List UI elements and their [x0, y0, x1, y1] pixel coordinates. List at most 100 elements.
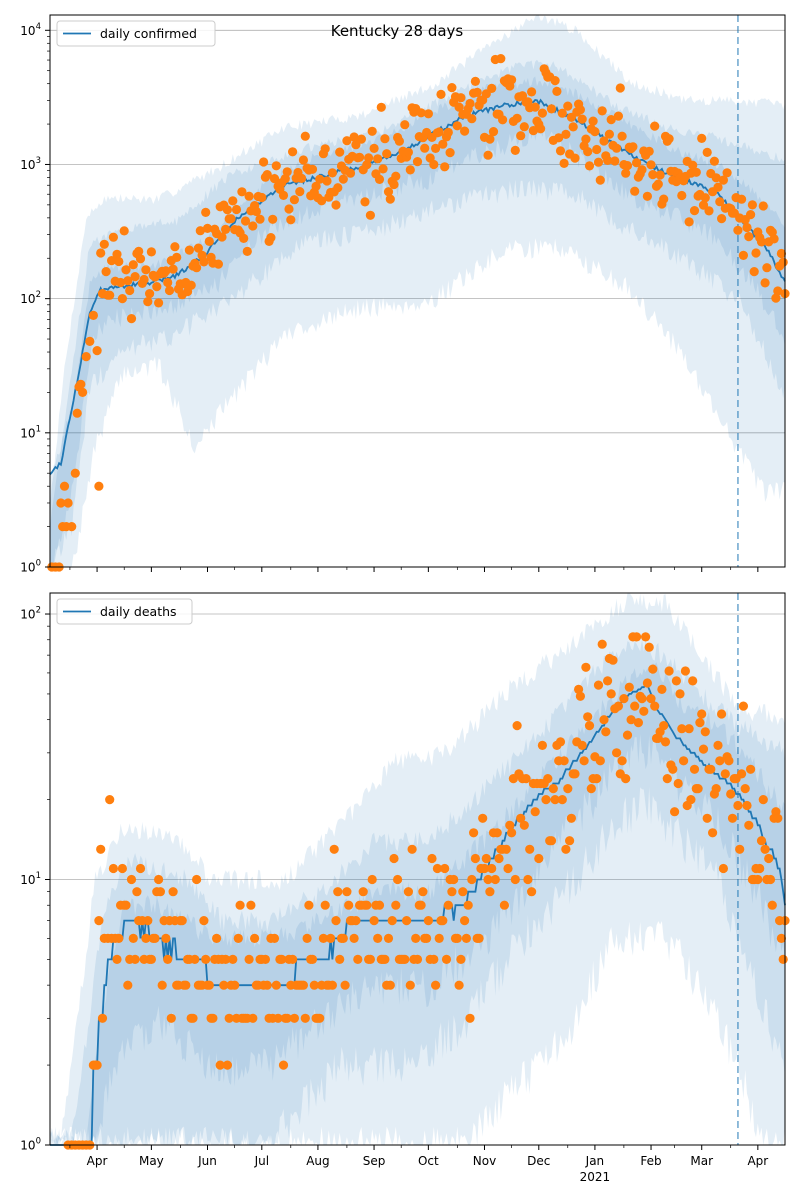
observed-point	[559, 158, 569, 168]
observed-point	[498, 115, 508, 125]
observed-point	[422, 933, 432, 944]
observed-point	[322, 176, 332, 186]
observed-point	[429, 954, 439, 965]
observed-point	[164, 285, 175, 296]
observed-point	[523, 874, 533, 885]
y-tick-label: 102	[20, 290, 41, 306]
deaths-legend: daily deaths	[56, 598, 193, 625]
observed-point	[470, 853, 480, 864]
observed-point	[577, 114, 587, 124]
observed-point	[192, 263, 202, 273]
observed-point	[204, 980, 214, 990]
observed-point	[483, 150, 493, 160]
observed-point	[427, 853, 437, 864]
observed-point	[711, 173, 721, 183]
model-median-line	[49, 98, 786, 476]
observed-point	[271, 980, 281, 990]
observed-point	[536, 124, 546, 134]
observed-point	[438, 139, 448, 149]
observed-point	[193, 243, 203, 253]
observed-point	[510, 145, 520, 155]
observed-point	[483, 874, 493, 885]
observed-point	[345, 168, 356, 178]
observed-point	[367, 874, 377, 885]
observed-point	[56, 498, 66, 508]
observed-point	[311, 181, 321, 191]
observed-point	[163, 277, 173, 288]
observed-point	[219, 980, 229, 990]
observed-point	[603, 155, 613, 165]
observed-point	[776, 933, 787, 944]
observed-point	[112, 954, 122, 965]
x-tick-label-dec: Dec	[527, 1154, 550, 1168]
observed-point	[494, 853, 504, 864]
observed-point	[505, 820, 515, 830]
observed-point	[478, 813, 488, 823]
observed-point	[738, 701, 749, 711]
observed-point	[259, 157, 269, 167]
observed-point	[240, 216, 251, 226]
observed-point	[615, 83, 625, 93]
observed-point	[121, 265, 131, 275]
observed-point	[704, 206, 714, 216]
observed-point	[222, 1060, 232, 1070]
observed-point	[135, 254, 146, 264]
observed-point	[289, 1013, 299, 1023]
observed-point	[496, 54, 506, 64]
observed-point	[679, 756, 689, 766]
observed-point	[555, 146, 566, 156]
observed-point	[737, 194, 747, 204]
observed-point	[698, 200, 709, 210]
observed-point	[720, 769, 730, 779]
observed-point	[764, 853, 774, 864]
observed-point	[143, 916, 153, 926]
observed-point	[644, 146, 654, 156]
observed-point	[642, 191, 653, 201]
observed-point	[624, 682, 634, 692]
x-tick-label-feb: Feb	[640, 1154, 661, 1168]
observed-point	[557, 795, 567, 805]
observed-point	[700, 727, 710, 737]
observed-point	[689, 764, 700, 774]
observed-point	[440, 863, 450, 874]
observed-point	[369, 916, 379, 926]
observed-point	[765, 874, 776, 885]
observed-point	[717, 709, 727, 719]
observed-point	[456, 93, 466, 103]
observed-point	[460, 916, 470, 926]
observed-point	[288, 954, 298, 965]
observed-point	[423, 109, 433, 119]
observed-point	[268, 214, 278, 224]
observed-point	[374, 174, 385, 184]
observed-point	[543, 774, 553, 784]
observed-point	[465, 1013, 475, 1023]
observed-point	[155, 887, 165, 897]
observed-point	[154, 298, 164, 308]
observed-point	[595, 175, 605, 185]
observed-point	[724, 756, 734, 766]
observed-point	[467, 874, 477, 885]
confirmed-observed-points	[47, 54, 790, 572]
observed-point	[668, 764, 678, 774]
observed-point	[778, 257, 788, 267]
deaths-model-line-group	[50, 684, 786, 1146]
y-tick-label: 103	[20, 156, 41, 172]
observed-point	[599, 715, 609, 725]
observed-point	[92, 346, 102, 356]
observed-point	[349, 132, 359, 142]
observed-point	[485, 134, 495, 144]
observed-point	[195, 226, 205, 236]
observed-point	[166, 1013, 176, 1023]
observed-point	[360, 197, 370, 207]
observed-point	[242, 246, 252, 256]
observed-point	[642, 678, 653, 688]
x-tick-label-nov: Nov	[473, 1154, 496, 1168]
observed-point	[168, 264, 178, 274]
observed-point	[581, 662, 591, 672]
observed-point	[99, 239, 109, 249]
observed-point	[767, 900, 777, 910]
observed-point	[670, 807, 680, 817]
observed-point	[510, 874, 520, 885]
observed-point	[331, 916, 341, 926]
